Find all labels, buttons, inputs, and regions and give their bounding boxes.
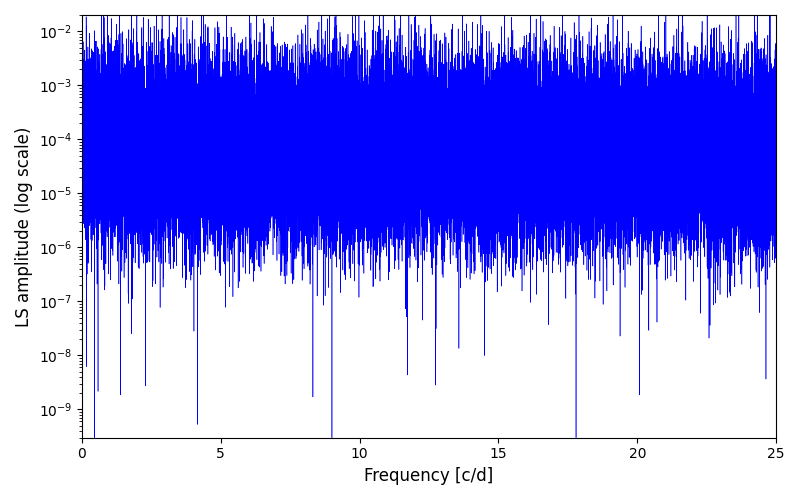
X-axis label: Frequency [c/d]: Frequency [c/d] [364,467,494,485]
Y-axis label: LS amplitude (log scale): LS amplitude (log scale) [15,126,33,326]
